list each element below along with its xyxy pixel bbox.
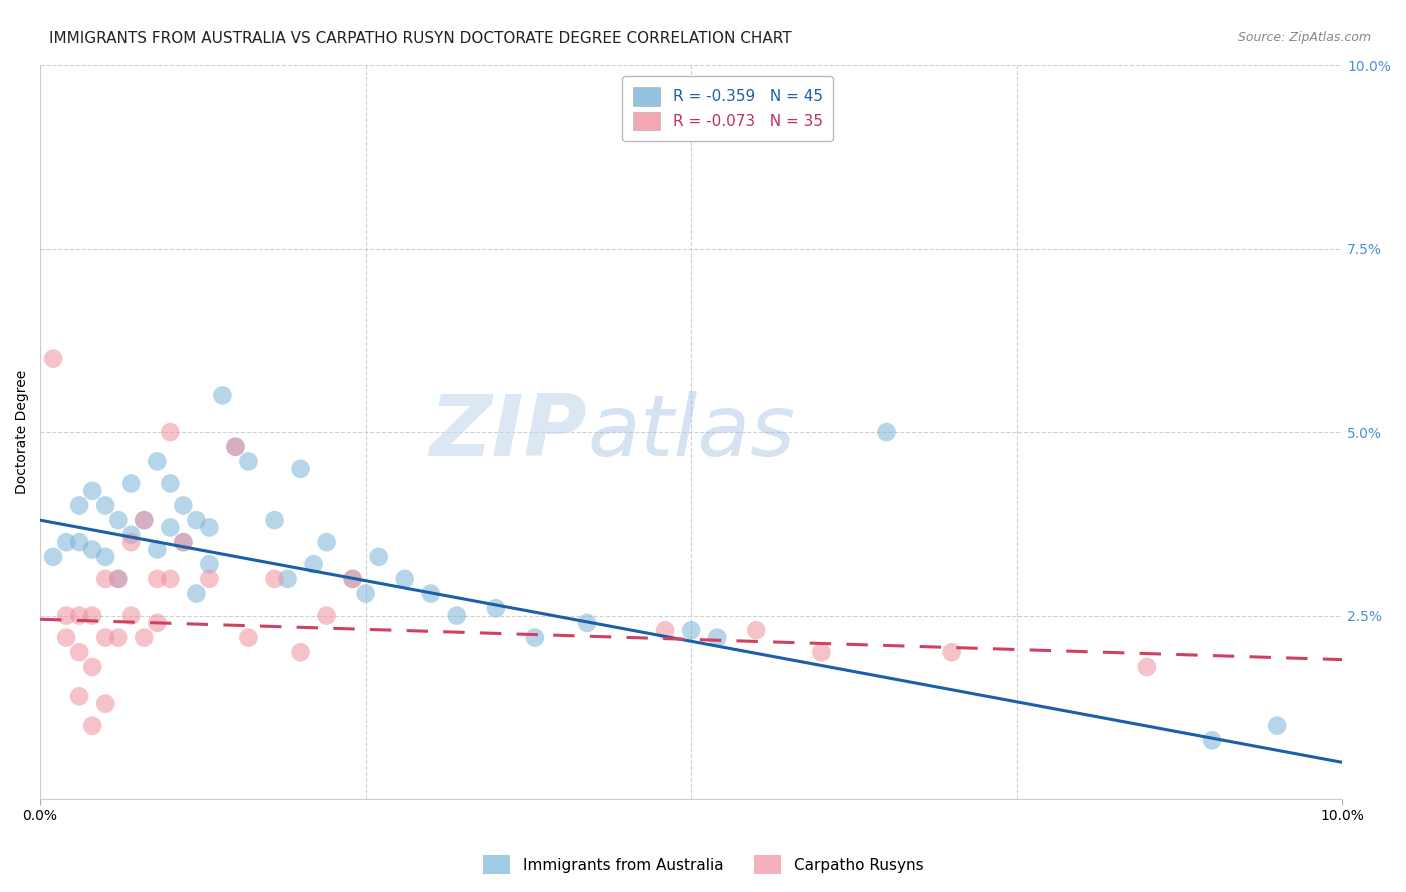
Point [198, 572, 221, 586]
Point [172, 499, 194, 513]
Point [42, 549, 65, 564]
Point [159, 425, 181, 439]
Point [315, 535, 337, 549]
Text: ZIP: ZIP [429, 391, 588, 474]
Text: atlas: atlas [588, 391, 794, 474]
Point [810, 645, 832, 659]
Point [290, 462, 312, 476]
Point [67, 535, 90, 549]
Point [146, 572, 169, 586]
Point [94, 572, 117, 586]
Point [290, 645, 312, 659]
Point [1136, 660, 1159, 674]
Point [419, 586, 441, 600]
Point [107, 631, 129, 645]
Point [342, 572, 364, 586]
Point [302, 558, 325, 572]
Point [107, 572, 129, 586]
Point [55, 631, 77, 645]
Legend: Immigrants from Australia, Carpatho Rusyns: Immigrants from Australia, Carpatho Rusy… [477, 849, 929, 880]
Point [94, 631, 117, 645]
Point [485, 601, 508, 615]
Point [354, 586, 377, 600]
Point [315, 608, 337, 623]
Point [224, 440, 246, 454]
Point [172, 535, 194, 549]
Point [159, 572, 181, 586]
Point [94, 549, 117, 564]
Text: Source: ZipAtlas.com: Source: ZipAtlas.com [1237, 31, 1371, 45]
Point [107, 572, 129, 586]
Point [120, 528, 142, 542]
Point [67, 645, 90, 659]
Point [134, 513, 156, 527]
Point [67, 499, 90, 513]
Point [198, 520, 221, 534]
Point [186, 513, 208, 527]
Point [186, 586, 208, 600]
Y-axis label: Doctorate Degree: Doctorate Degree [15, 370, 30, 494]
Point [446, 608, 468, 623]
Point [263, 513, 285, 527]
Point [681, 624, 703, 638]
Point [120, 535, 142, 549]
Point [120, 476, 142, 491]
Point [654, 624, 676, 638]
Point [67, 608, 90, 623]
Point [134, 631, 156, 645]
Point [394, 572, 416, 586]
Point [576, 615, 599, 630]
Point [107, 513, 129, 527]
Point [134, 513, 156, 527]
Point [146, 615, 169, 630]
Point [876, 425, 898, 439]
Point [42, 351, 65, 366]
Point [224, 440, 246, 454]
Point [67, 690, 90, 704]
Point [523, 631, 546, 645]
Legend: R = -0.359   N = 45, R = -0.073   N = 35: R = -0.359 N = 45, R = -0.073 N = 35 [623, 77, 834, 141]
Point [941, 645, 963, 659]
Point [342, 572, 364, 586]
Point [172, 535, 194, 549]
Point [82, 660, 104, 674]
Point [1265, 719, 1288, 733]
Point [146, 542, 169, 557]
Point [82, 608, 104, 623]
Point [94, 697, 117, 711]
Point [159, 476, 181, 491]
Point [706, 631, 728, 645]
Point [238, 631, 260, 645]
Point [1201, 733, 1223, 747]
Point [146, 454, 169, 468]
Point [159, 520, 181, 534]
Point [55, 608, 77, 623]
Point [82, 542, 104, 557]
Point [238, 454, 260, 468]
Point [82, 719, 104, 733]
Point [94, 499, 117, 513]
Point [198, 558, 221, 572]
Point [367, 549, 389, 564]
Point [55, 535, 77, 549]
Point [120, 608, 142, 623]
Point [276, 572, 298, 586]
Point [263, 572, 285, 586]
Point [745, 624, 768, 638]
Text: IMMIGRANTS FROM AUSTRALIA VS CARPATHO RUSYN DOCTORATE DEGREE CORRELATION CHART: IMMIGRANTS FROM AUSTRALIA VS CARPATHO RU… [49, 31, 792, 46]
Point [211, 388, 233, 402]
Point [82, 483, 104, 498]
